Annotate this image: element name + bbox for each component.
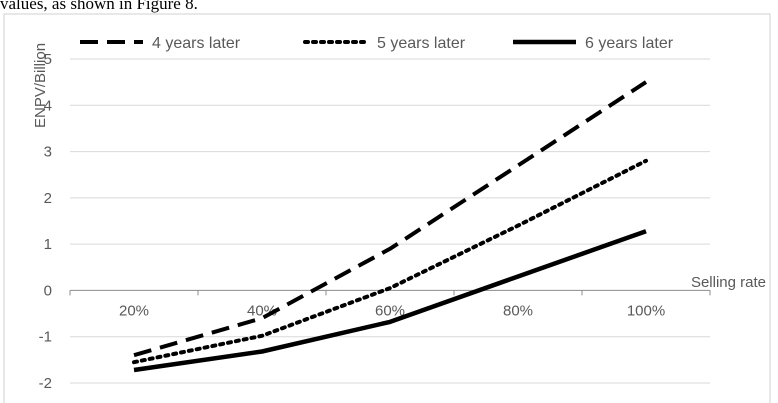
x-tick-label: 20% (119, 302, 149, 319)
y-tick-label: 5 (44, 51, 52, 68)
series-line-1 (133, 80, 648, 358)
chart-border (3, 13, 771, 403)
y-axis-title: ENPV/Billion (32, 43, 49, 128)
series-lines (132, 80, 648, 373)
x-axis-title: Selling rate (691, 274, 766, 291)
y-tick-label: 0 (44, 282, 52, 299)
y-tick-label: 2 (44, 190, 52, 207)
figure-caption: values, as shown in Figure 8. (0, 0, 198, 13)
legend: 4 years later 5 years later 6 years later (80, 35, 674, 52)
x-tick-label: 60% (375, 302, 405, 319)
legend-label-3: 6 years later (585, 35, 674, 52)
y-tick-label: -2 (39, 375, 52, 392)
gridlines (70, 58, 710, 384)
y-tick-label: 1 (44, 236, 52, 253)
y-tick-label: -1 (39, 329, 52, 346)
series-line-2 (132, 158, 648, 365)
legend-label-2: 5 years later (377, 35, 466, 52)
legend-label-1: 4 years later (152, 35, 241, 52)
y-tick-label: 3 (44, 144, 52, 161)
x-tick-label: 100% (627, 302, 665, 319)
series-line-3 (133, 229, 647, 373)
y-tick-label: 4 (44, 97, 52, 114)
x-tick-label: 80% (503, 302, 533, 319)
